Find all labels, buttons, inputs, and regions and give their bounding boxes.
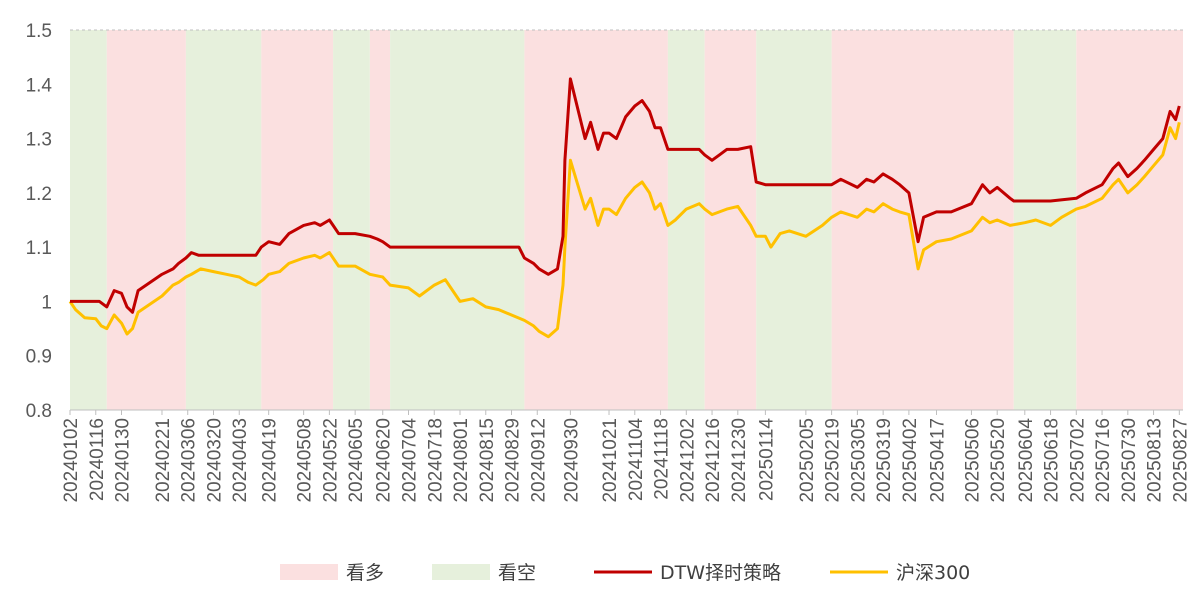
x-tick-label: 20240815 xyxy=(477,418,498,503)
legend-item: 看多 xyxy=(280,562,384,584)
legend-label: 沪深300 xyxy=(896,562,970,584)
x-tick-label: 20240930 xyxy=(561,418,582,503)
regime-band-bear xyxy=(1013,30,1077,410)
legend-item: DTW择时策略 xyxy=(594,562,781,584)
legend-swatch xyxy=(280,564,338,580)
series-line xyxy=(68,121,1181,339)
legend-swatch xyxy=(432,564,490,580)
x-tick-label: 20240620 xyxy=(374,418,395,503)
x-tick-label: 20240718 xyxy=(425,418,446,503)
regime-band-bear xyxy=(756,30,832,410)
series-lines xyxy=(68,77,1181,339)
x-tick-label: 20250506 xyxy=(962,418,983,503)
x-tick-label: 20241104 xyxy=(626,418,647,502)
x-tick-label: 20250319 xyxy=(874,418,895,503)
x-tick-label: 20240829 xyxy=(503,418,524,503)
x-tick-label: 20250219 xyxy=(823,418,844,503)
regime-band-bear xyxy=(333,30,370,410)
x-tick-label: 20240605 xyxy=(346,418,367,503)
x-tick-label: 20240403 xyxy=(230,418,251,503)
series-line xyxy=(70,77,1181,314)
x-tick-label: 20250305 xyxy=(848,418,869,503)
x-tick-label: 20240221 xyxy=(153,418,174,503)
regime-band-bull xyxy=(261,30,334,410)
x-tick-label: 20250604 xyxy=(1016,418,1037,503)
regime-band-bull xyxy=(106,30,186,410)
x-tick-label: 20250402 xyxy=(900,418,921,503)
x-tick-label: 20250114 xyxy=(756,418,777,502)
x-tick-label: 20250730 xyxy=(1119,418,1140,503)
x-tick-label: 20240320 xyxy=(204,418,225,503)
x-tick-label: 20240801 xyxy=(451,418,472,503)
y-tick-label: 1.4 xyxy=(26,75,53,96)
x-tick-label: 20240130 xyxy=(113,418,134,503)
regime-band-bear xyxy=(185,30,262,410)
x-tick-label: 20240306 xyxy=(179,418,200,503)
x-tick-label: 20250702 xyxy=(1067,418,1088,503)
y-tick-label: 0.9 xyxy=(26,347,52,368)
y-tick-label: 1.3 xyxy=(26,130,52,151)
legend-label: DTW择时策略 xyxy=(660,562,781,584)
legend-label: 看空 xyxy=(498,562,536,584)
x-tick-label: 20250813 xyxy=(1145,418,1166,503)
x-tick-label: 20240522 xyxy=(320,418,341,503)
x-tick-label: 20241230 xyxy=(729,418,750,503)
x-tick-label: 20240912 xyxy=(528,418,549,503)
x-tick-label: 20250827 xyxy=(1170,418,1191,503)
x-tick-label: 20250618 xyxy=(1042,418,1063,503)
regime-band-bear xyxy=(390,30,525,410)
x-tick-label: 20250520 xyxy=(988,418,1009,503)
regime-band-bull xyxy=(369,30,391,410)
x-tick-label: 20241021 xyxy=(600,418,621,503)
regime-bands xyxy=(70,30,1183,410)
x-tick-label: 20250417 xyxy=(927,418,948,503)
x-tick-label: 20250716 xyxy=(1093,418,1114,503)
legend: 看多 看空 DTW择时策略 沪深300 xyxy=(280,562,970,584)
y-axis: 0.8 0.9 1 1.1 1.2 1.3 1.4 1.5 xyxy=(26,21,53,422)
y-tick-label: 1 xyxy=(41,292,52,313)
x-axis: 20240102 20240116 20240130 20240221 20240306… xyxy=(61,409,1191,503)
y-tick-label: 0.8 xyxy=(26,401,52,422)
x-tick-label: 20240419 xyxy=(260,418,281,503)
y-tick-label: 1.1 xyxy=(26,238,52,259)
regime-band-bear xyxy=(70,30,107,410)
x-tick-label: 20240102 xyxy=(61,418,82,503)
x-tick-label: 20240508 xyxy=(295,418,316,503)
x-tick-label: 20241118 xyxy=(652,418,673,500)
x-tick-label: 20241216 xyxy=(703,418,724,503)
legend-label: 看多 xyxy=(346,562,384,584)
x-tick-label: 20241202 xyxy=(677,418,698,503)
regime-band-bull xyxy=(1076,30,1183,410)
legend-item: 沪深300 xyxy=(830,562,970,584)
x-tick-label: 20250205 xyxy=(797,418,818,503)
x-tick-label: 20240116 xyxy=(87,418,108,501)
x-tick-label: 20240704 xyxy=(399,418,420,503)
legend-item: 看空 xyxy=(432,562,536,584)
y-tick-label: 1.5 xyxy=(26,21,52,42)
y-tick-label: 1.2 xyxy=(26,184,52,205)
